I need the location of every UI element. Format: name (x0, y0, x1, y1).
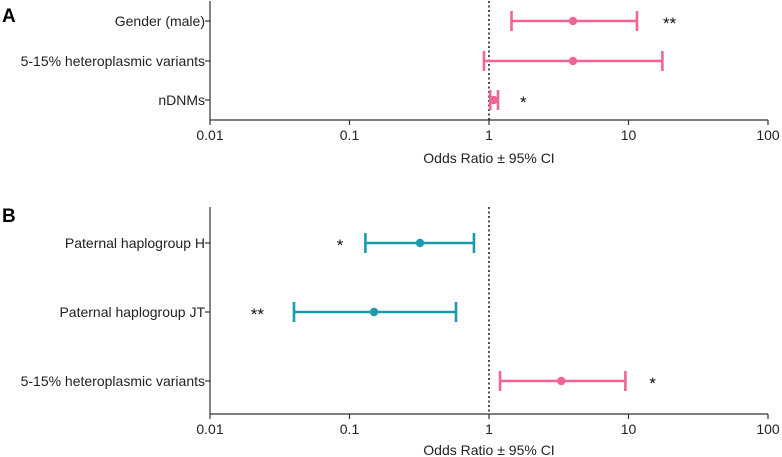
x-tick-label: 10 (621, 421, 637, 437)
significance-marker: * (520, 93, 527, 112)
x-tick-label: 0.1 (340, 421, 360, 437)
x-axis-title: Odds Ratio ± 95% CI (423, 442, 554, 457)
odds-ratio-point (415, 238, 425, 248)
x-tick-label: 0.01 (196, 421, 223, 437)
x-tick-label: 0.01 (196, 127, 223, 143)
row-label: 5-15% heteroplasmic variants (21, 373, 205, 389)
odds-ratio-point (369, 307, 379, 317)
panel-letter-b: B (2, 206, 16, 227)
significance-marker: * (649, 374, 656, 393)
row-label: Paternal haplogroup JT (59, 304, 205, 320)
odds-ratio-point (568, 16, 578, 26)
odds-ratio-point (489, 95, 498, 105)
odds-ratio-point (568, 56, 578, 66)
x-axis-title: Odds Ratio ± 95% CI (423, 150, 554, 166)
x-tick-label: 1 (485, 421, 493, 437)
significance-marker: ** (251, 305, 265, 324)
x-tick-label: 10 (621, 127, 637, 143)
row-label: nDNMs (158, 92, 205, 108)
x-tick-label: 100 (756, 127, 780, 143)
significance-marker: ** (663, 14, 677, 33)
odds-ratio-point (557, 376, 566, 386)
significance-marker: * (337, 236, 344, 255)
x-tick-label: 1 (485, 127, 493, 143)
row-label: Paternal haplogroup H (65, 235, 205, 251)
row-label: Gender (male) (115, 13, 205, 29)
x-tick-label: 100 (756, 421, 780, 437)
panel-letter-a: A (2, 6, 16, 27)
x-tick-label: 0.1 (340, 127, 360, 143)
row-label: 5-15% heteroplasmic variants (21, 53, 205, 69)
